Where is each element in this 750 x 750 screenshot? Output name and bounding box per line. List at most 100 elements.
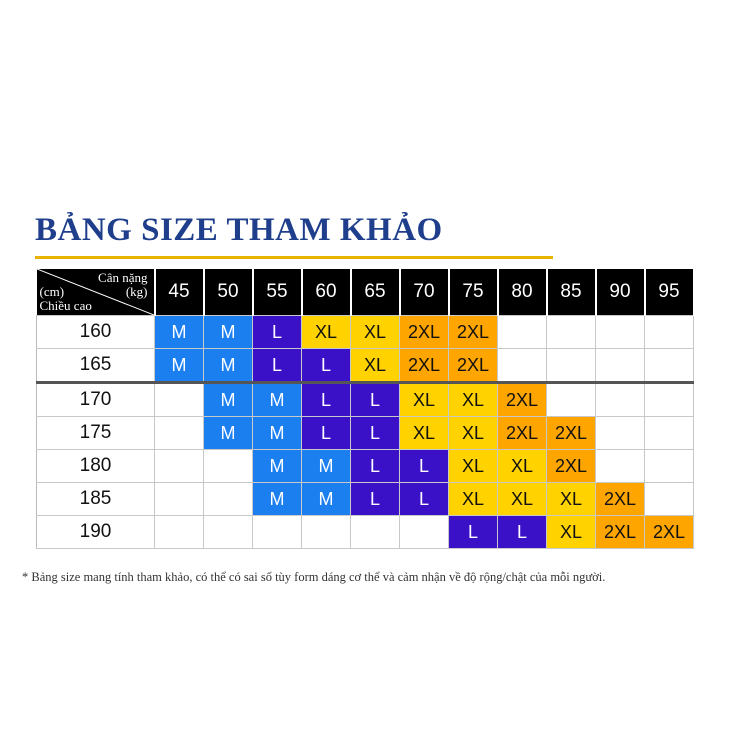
size-chart-body: 160 M M L XL XL 2XL 2XL 165 M M L L XL 2XL 2XL 170 M M L L XL…	[36, 315, 694, 549]
size-cell: XL	[350, 315, 400, 349]
empty-cell	[595, 449, 645, 483]
empty-cell	[154, 416, 204, 450]
empty-cell	[203, 482, 253, 516]
height-cell: 185	[36, 482, 155, 516]
height-cell: 180	[36, 449, 155, 483]
size-cell: M	[203, 416, 253, 450]
empty-cell	[644, 416, 694, 450]
size-cell: L	[350, 381, 400, 417]
weight-header-row: Cân nặng (kg) (cm) Chiều cao 45 50 55 60…	[36, 269, 695, 316]
size-cell: L	[497, 515, 547, 549]
size-cell: XL	[350, 348, 400, 383]
height-cell: 165	[36, 348, 155, 383]
weight-label: Cân nặng	[98, 270, 148, 285]
size-cell: L	[350, 416, 400, 450]
size-cell: 2XL	[546, 416, 596, 450]
height-unit: (cm)	[39, 284, 65, 299]
height-axis-label: (cm) Chiều cao	[40, 285, 92, 313]
size-cell: L	[350, 482, 400, 516]
size-cell: 2XL	[595, 482, 645, 516]
size-cell: L	[301, 381, 351, 417]
size-cell: XL	[546, 515, 596, 549]
size-cell: M	[203, 381, 253, 417]
size-cell: XL	[448, 416, 498, 450]
size-cell: M	[203, 348, 253, 383]
size-cell: L	[399, 449, 449, 483]
size-cell: M	[252, 416, 302, 450]
table-row: 180 M M L L XL XL 2XL	[36, 449, 694, 483]
empty-cell	[595, 348, 645, 383]
size-cell: 2XL	[399, 315, 449, 349]
weight-axis-label: Cân nặng (kg)	[98, 271, 147, 299]
table-row: 175 M M L L XL XL 2XL 2XL	[36, 416, 694, 450]
size-cell: M	[252, 482, 302, 516]
size-cell: XL	[448, 482, 498, 516]
size-cell: L	[301, 348, 351, 383]
table-row: 160 M M L XL XL 2XL 2XL	[36, 315, 694, 349]
diagonal-divider	[36, 269, 154, 315]
size-cell: XL	[448, 449, 498, 483]
empty-cell	[301, 515, 351, 549]
weight-header-70: 70	[399, 269, 450, 316]
weight-header-60: 60	[301, 269, 352, 316]
size-cell: L	[448, 515, 498, 549]
size-cell: 2XL	[448, 315, 498, 349]
empty-cell	[154, 482, 204, 516]
size-cell: XL	[448, 381, 498, 417]
empty-cell	[154, 515, 204, 549]
size-cell: M	[154, 348, 204, 383]
empty-cell	[546, 315, 596, 349]
size-cell: L	[399, 482, 449, 516]
weight-header-80: 80	[497, 269, 548, 316]
size-cell: 2XL	[546, 449, 596, 483]
height-cell: 190	[36, 515, 155, 549]
height-cell: 175	[36, 416, 155, 450]
weight-header-65: 65	[350, 269, 401, 316]
size-cell: M	[252, 381, 302, 417]
size-chart-table: Cân nặng (kg) (cm) Chiều cao 45 50 55 60…	[36, 269, 695, 549]
weight-header-45: 45	[154, 269, 205, 316]
empty-cell	[154, 381, 204, 417]
size-cell: 2XL	[399, 348, 449, 383]
size-cell: L	[301, 416, 351, 450]
table-row: 170 M M L L XL XL 2XL	[36, 381, 694, 417]
weight-header-55: 55	[252, 269, 303, 316]
size-cell: 2XL	[497, 416, 547, 450]
empty-cell	[595, 315, 645, 349]
table-row: 165 M M L L XL 2XL 2XL	[36, 348, 694, 383]
size-cell: XL	[497, 449, 547, 483]
size-cell: L	[252, 348, 302, 383]
empty-cell	[644, 449, 694, 483]
size-cell: 2XL	[497, 381, 547, 417]
size-cell: 2XL	[595, 515, 645, 549]
size-cell: XL	[399, 416, 449, 450]
size-cell: M	[154, 315, 204, 349]
empty-cell	[546, 348, 596, 383]
empty-cell	[644, 381, 694, 417]
table-row: 190 L L XL 2XL 2XL	[36, 515, 694, 549]
empty-cell	[644, 315, 694, 349]
empty-cell	[203, 515, 253, 549]
size-cell: M	[252, 449, 302, 483]
empty-cell	[546, 381, 596, 417]
size-cell: L	[350, 449, 400, 483]
size-cell: L	[252, 315, 302, 349]
title-underline	[35, 256, 553, 259]
weight-unit: (kg)	[125, 284, 148, 299]
size-cell: M	[301, 482, 351, 516]
disclaimer-note: * Bảng size mang tính tham khảo, có thể …	[22, 570, 606, 584]
weight-header-75: 75	[448, 269, 499, 316]
height-label: Chiều cao	[39, 298, 92, 313]
empty-cell	[399, 515, 449, 549]
weight-header-90: 90	[595, 269, 646, 316]
height-cell: 160	[36, 315, 155, 349]
empty-cell	[595, 381, 645, 417]
empty-cell	[644, 482, 694, 516]
size-cell: M	[301, 449, 351, 483]
empty-cell	[203, 449, 253, 483]
empty-cell	[595, 416, 645, 450]
weight-header-50: 50	[203, 269, 254, 316]
empty-cell	[154, 449, 204, 483]
size-cell: 2XL	[448, 348, 498, 383]
corner-header-cell: Cân nặng (kg) (cm) Chiều cao	[36, 269, 156, 316]
